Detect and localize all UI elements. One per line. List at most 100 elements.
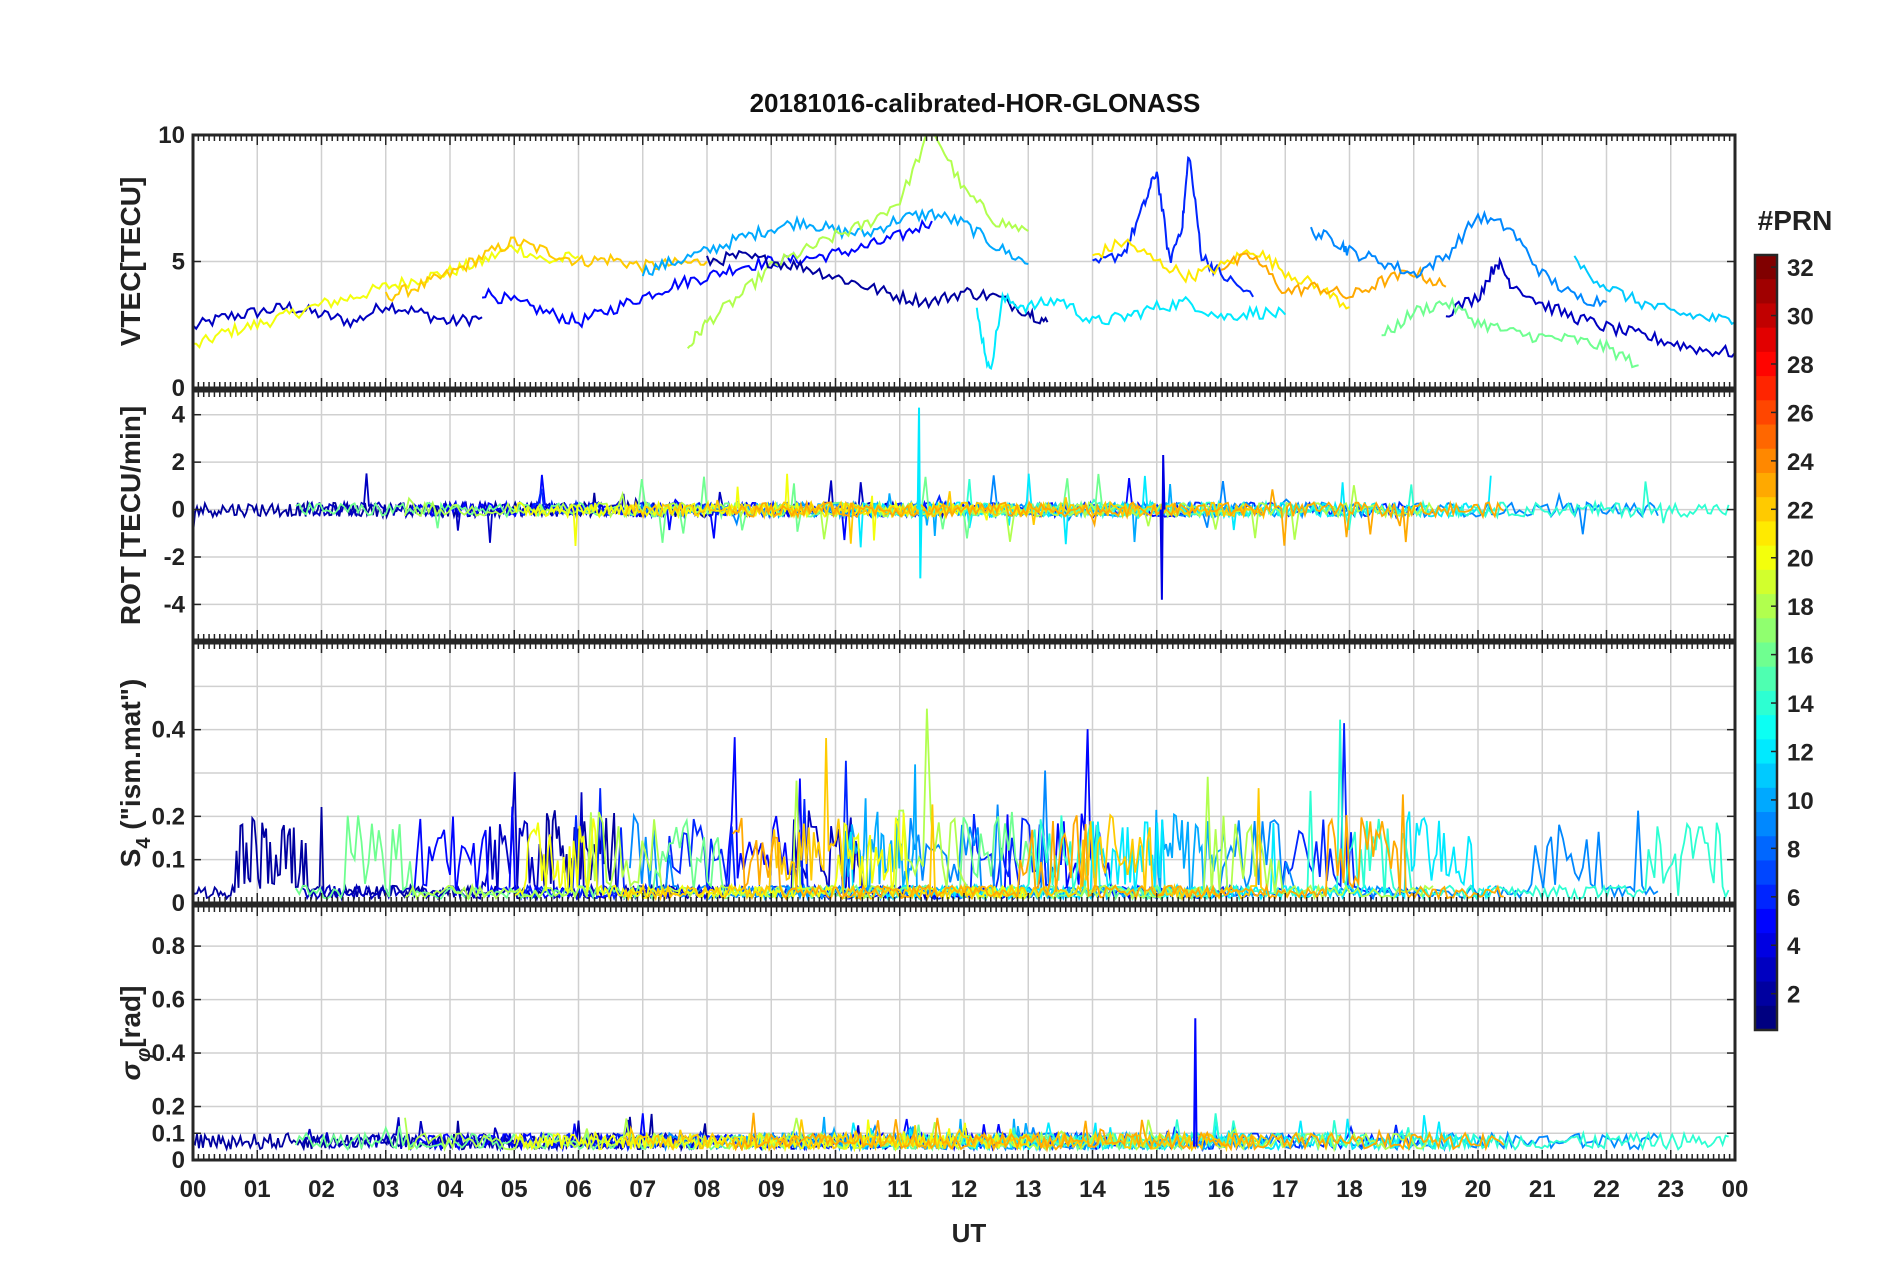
x-tick-label: 13 <box>1015 1176 1042 1203</box>
x-tick-label: 07 <box>629 1176 656 1203</box>
colorbar-tick-label: 12 <box>1787 739 1814 766</box>
panel-s4: 0 0.1 0.2 0.4S4 ("ism.mat") <box>115 641 1737 917</box>
colorbar-segment <box>1755 884 1777 910</box>
series-line-prn-9 <box>1310 209 1607 308</box>
series-line-prn-23 <box>732 794 1504 902</box>
series-line-prn-5 <box>481 218 933 329</box>
colorbar-segment <box>1755 255 1777 280</box>
colorbar-segment <box>1755 448 1777 474</box>
series-line-prn-23 <box>732 489 1505 546</box>
colorbar-tick-label: 14 <box>1787 691 1814 718</box>
series-line-prn-22 <box>384 236 708 303</box>
colorbar-tick-label: 8 <box>1787 836 1800 863</box>
colorbar-tick-label: 6 <box>1787 885 1800 912</box>
colorbar-segment <box>1755 1005 1777 1031</box>
y-tick-label: 0.4 <box>152 1040 186 1067</box>
x-tick-label: 01 <box>244 1176 271 1203</box>
colorbar-segment <box>1755 957 1777 983</box>
y-tick-label: 0.1 <box>152 847 185 874</box>
colorbar-segment <box>1755 424 1777 450</box>
rot-spike-positive <box>916 407 923 579</box>
x-tick-label: 09 <box>758 1176 785 1203</box>
series-line-prn-11 <box>1573 255 1735 326</box>
sigma-phi-spike <box>1193 1018 1198 1147</box>
y-tick-label: 0 <box>172 375 185 402</box>
colorbar-frame <box>1753 253 1779 1032</box>
chart-title: 20181016-calibrated-HOR-GLONASS <box>750 88 1201 118</box>
y-tick-label: 0.2 <box>152 803 185 830</box>
colorbar-tick-label: 32 <box>1787 255 1814 282</box>
y-tick-label: 2 <box>172 449 185 476</box>
x-tick-label: 15 <box>1143 1176 1170 1203</box>
series-line-prn-20 <box>193 243 579 350</box>
series-line-prn-3 <box>193 300 483 331</box>
colorbar-segment <box>1755 279 1777 304</box>
y-tick-label: -4 <box>164 591 186 618</box>
x-tick-label: 04 <box>437 1176 464 1203</box>
x-tick-label: 12 <box>951 1176 978 1203</box>
colorbar-title: #PRN <box>1758 205 1833 236</box>
series-line-prn-16 <box>1381 296 1639 369</box>
colorbar-segment <box>1755 981 1777 1007</box>
x-tick-label: 14 <box>1079 1176 1106 1203</box>
y-tick-label: 0.8 <box>152 933 185 960</box>
x-tick-label: 17 <box>1272 1176 1299 1203</box>
colorbar-tick-label: 2 <box>1787 982 1800 1009</box>
y-axis-label: ROT [TECU/min] <box>115 406 146 625</box>
x-tick-label: 11 <box>887 1176 912 1203</box>
colorbar-segment <box>1755 787 1777 813</box>
y-tick-label: 0 <box>172 1147 185 1174</box>
x-tick-label: 23 <box>1657 1176 1684 1203</box>
colorbar-segment <box>1755 618 1777 643</box>
series-line-prn-18 <box>686 135 1029 349</box>
series-line-prn-21 <box>1092 238 1350 310</box>
series-line-prn-22 <box>623 1119 1267 1153</box>
panel-vtec: 0 5 10 VTEC[TECU] <box>115 122 1737 402</box>
y-axis-label: σφ[rad] <box>115 986 155 1081</box>
y-axis-label: VTEC[TECU] <box>115 177 146 347</box>
x-tick-label: 06 <box>565 1176 592 1203</box>
series-line-prn-6 <box>1092 155 1254 298</box>
colorbar-segment <box>1755 472 1777 498</box>
series-line-prn-23 <box>731 1112 1505 1153</box>
colorbar-segment <box>1755 690 1777 716</box>
series-line-prn-3 <box>1445 256 1735 358</box>
colorbar-segment <box>1755 594 1777 619</box>
x-tick-label: 05 <box>501 1176 528 1203</box>
y-tick-label: 0.1 <box>152 1120 185 1147</box>
colorbar-segment <box>1755 327 1777 353</box>
colorbar-tick-label: 28 <box>1787 352 1814 379</box>
x-tick-label: 21 <box>1529 1176 1556 1203</box>
colorbar-segment <box>1755 836 1777 861</box>
colorbar-tick-label: 16 <box>1787 643 1814 670</box>
colorbar-segment <box>1755 497 1777 522</box>
colorbar-tick-label: 26 <box>1787 400 1814 427</box>
colorbar-segment <box>1755 715 1777 740</box>
y-tick-label: 5 <box>172 249 185 276</box>
colorbar-tick-label: 10 <box>1787 788 1814 815</box>
y-tick-label: 0.2 <box>152 1094 185 1121</box>
series-line-prn-12 <box>975 291 1287 370</box>
colorbar-tick-label: 24 <box>1787 449 1814 476</box>
colorbar-tick-label: 4 <box>1787 933 1801 960</box>
colorbar-segment <box>1755 763 1777 789</box>
colorbar-segment <box>1755 666 1777 692</box>
x-tick-label: 03 <box>372 1176 399 1203</box>
colorbar-tick-label: 20 <box>1787 546 1814 573</box>
colorbar-segment <box>1755 521 1777 547</box>
colorbar-segment <box>1755 860 1777 886</box>
y-tick-label: 10 <box>158 122 185 149</box>
series-line-prn-18 <box>404 708 1434 902</box>
colorbar-segment <box>1755 569 1777 595</box>
x-tick-label: 16 <box>1208 1176 1235 1203</box>
x-tick-label: 08 <box>694 1176 721 1203</box>
x-tick-label: 22 <box>1593 1176 1620 1203</box>
colorbar-segment <box>1755 400 1777 426</box>
colorbar-segment <box>1755 908 1777 934</box>
colorbar-tick-label: 22 <box>1787 497 1814 524</box>
y-tick-label: 0 <box>172 890 185 917</box>
series-group <box>193 407 1730 600</box>
y-tick-label: 0.4 <box>152 717 186 744</box>
colorbar-segment <box>1755 303 1777 329</box>
